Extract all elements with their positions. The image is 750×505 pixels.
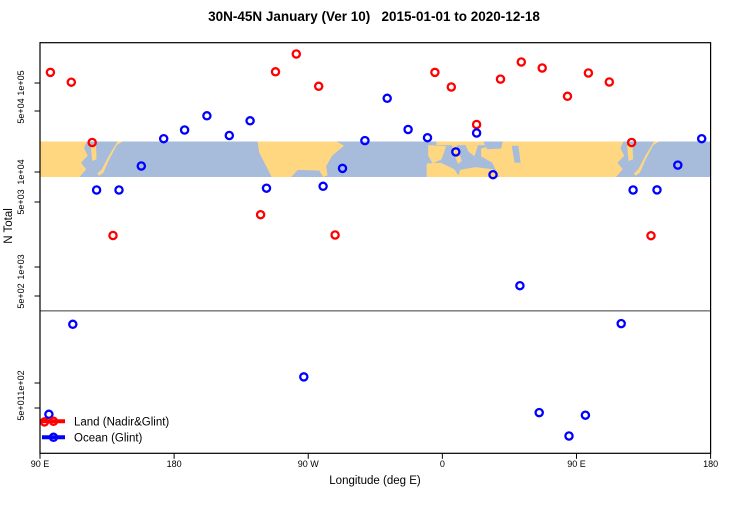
- land-data-point: [270, 67, 281, 77]
- x-tick-label: 90 E: [31, 459, 50, 469]
- y-tick-label: 5e+02: [16, 283, 26, 308]
- ocean-data-point: [515, 280, 525, 291]
- land-data-point: [66, 77, 77, 87]
- land-data-point: [495, 74, 506, 84]
- world-map-band: [40, 141, 711, 177]
- ocean-data-point: [224, 130, 235, 141]
- land-data-point: [330, 230, 340, 240]
- y-tick-label: 5e+03: [16, 189, 26, 214]
- land-data-point: [516, 57, 527, 67]
- map-water-polygon: [483, 141, 503, 150]
- map-land-polygon: [633, 141, 660, 176]
- ocean-data-point: [179, 125, 190, 135]
- ocean-data-point: [158, 133, 169, 144]
- ocean-data-point: [68, 319, 78, 330]
- ocean-data-point: [616, 318, 626, 329]
- map-land-polygon: [465, 145, 479, 157]
- legend-land-marker-icon: [48, 416, 59, 427]
- map-land-polygon: [436, 141, 496, 146]
- x-axis-title: Longitude (deg E): [329, 475, 421, 487]
- map-land-polygon: [627, 144, 634, 161]
- x-tick-label: 90 E: [567, 459, 586, 469]
- ocean-data-point: [628, 185, 638, 195]
- y-axis-title: N Total: [3, 208, 15, 244]
- ocean-data-point: [488, 169, 498, 180]
- land-data-point: [537, 63, 547, 73]
- map-land-polygon: [257, 141, 344, 177]
- land-data-point: [604, 77, 615, 87]
- ocean-data-point: [382, 93, 392, 104]
- land-data-point: [471, 119, 482, 130]
- map-land-polygon: [428, 145, 447, 164]
- x-tick-label: 90 W: [298, 459, 320, 469]
- map-land-polygon: [458, 167, 497, 177]
- y-tick-label: 1e+03: [16, 254, 26, 279]
- map-land-polygon: [481, 141, 625, 177]
- map-land-polygon: [90, 144, 97, 161]
- ocean-data-point: [261, 183, 272, 193]
- map-land-polygon: [97, 141, 123, 176]
- map-land-polygon: [40, 141, 88, 177]
- land-data-point: [45, 67, 56, 78]
- ocean-data-point: [580, 410, 591, 420]
- y-tick-label: 1e+04: [16, 159, 26, 184]
- x-tick-label: 180: [703, 459, 718, 469]
- ocean-data-point: [136, 161, 147, 171]
- ocean-data-point: [422, 132, 433, 143]
- ocean-data-point: [471, 128, 482, 138]
- ocean-data-point: [534, 407, 544, 418]
- y-tick-label: 1e+05: [16, 70, 26, 95]
- ocean-data-point: [318, 181, 328, 192]
- plot-border: [39, 42, 712, 454]
- ocean-data-point: [403, 124, 413, 135]
- x-tick-label: 180: [167, 459, 182, 469]
- legend-land-label: Land (Nadir&Glint): [74, 416, 169, 428]
- land-data-point: [108, 230, 118, 241]
- x-tick-label: 0: [440, 459, 445, 469]
- map-land-polygon: [426, 162, 460, 177]
- plot-dynamic-layer: 1e+05 5e+04 1e+04 5e+03 1e+03 5e+02 1e+025e+01…: [16, 42, 718, 469]
- ocean-data-point: [652, 185, 662, 195]
- ocean-data-point: [245, 116, 255, 126]
- land-data-point: [446, 82, 457, 92]
- map-water-polygon: [511, 145, 521, 163]
- land-data-point: [646, 230, 656, 241]
- legend: Land (Nadir&Glint) Ocean (Glint): [42, 416, 169, 444]
- ocean-data-point: [360, 135, 370, 146]
- land-data-point: [313, 81, 324, 92]
- ocean-data-point: [299, 372, 309, 382]
- land-data-point: [430, 67, 440, 78]
- ocean-data-point: [44, 409, 54, 420]
- land-data-point: [583, 68, 594, 78]
- legend-ocean-marker-icon: [48, 432, 59, 443]
- ocean-data-point: [451, 147, 461, 157]
- y-tick-label: 1e+02: [16, 370, 26, 395]
- ocean-data-point: [564, 431, 574, 441]
- y-tick-label: 5e+01: [16, 395, 26, 420]
- ocean-data-point: [91, 185, 102, 195]
- land-data-point: [562, 91, 573, 102]
- land-data-point: [255, 209, 266, 220]
- land-data-point: [87, 137, 97, 148]
- ocean-data-point: [202, 111, 212, 121]
- ocean-data-point: [114, 185, 124, 195]
- land-data-point: [291, 49, 302, 59]
- y-tick-label: 5e+04: [16, 98, 26, 123]
- chart-title: 30N-45N January (Ver 10) 2015-01-01 to 2…: [208, 9, 540, 24]
- ocean-data-point: [337, 163, 348, 174]
- ocean-data-point: [673, 160, 683, 170]
- land-data-point: [626, 137, 637, 148]
- legend-ocean-label: Ocean (Glint): [74, 432, 143, 444]
- ocean-data-point: [696, 133, 707, 144]
